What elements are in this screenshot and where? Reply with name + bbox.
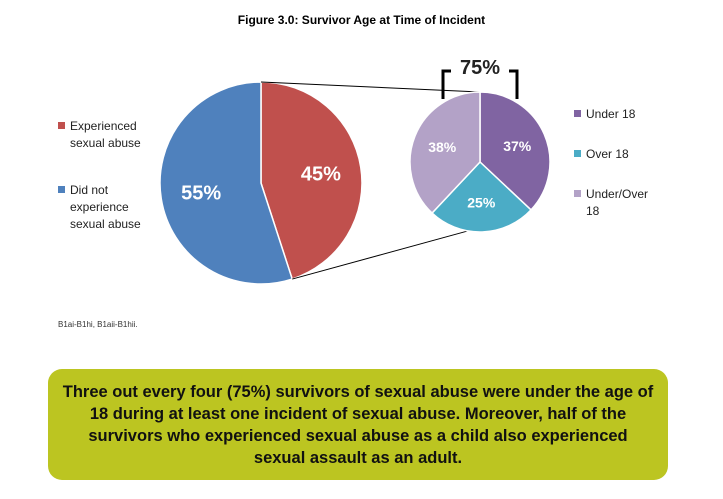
legend-label: Did not bbox=[70, 183, 109, 197]
sub-pie-value-label: 37% bbox=[503, 138, 532, 154]
main-pie-value-label: 45% bbox=[301, 164, 341, 186]
sub-pie-slice-over-18 bbox=[431, 160, 533, 233]
sub-pie-slice-under-18 bbox=[479, 91, 551, 211]
legend-item: Under 18 bbox=[574, 106, 648, 123]
legend-swatch bbox=[58, 122, 65, 129]
legend-label: Over 18 bbox=[586, 147, 629, 161]
legend-item: Experienced sexual abuse bbox=[58, 118, 141, 152]
chart-title: Figure 3.0: Survivor Age at Time of Inci… bbox=[237, 13, 486, 27]
legend-label: sexual abuse bbox=[70, 136, 141, 150]
bracket-line bbox=[441, 69, 519, 99]
main-pie-slice-experienced-sexual-abuse bbox=[260, 81, 363, 281]
pie-connector-line bbox=[292, 230, 468, 280]
legend-label: experience bbox=[70, 200, 129, 214]
main-pie-slice-did-not-experience-sexual-abuse bbox=[159, 81, 294, 285]
legend-item: Did not experience sexual abuse bbox=[58, 182, 141, 233]
source-note: B1ai-B1hi, B1aii-B1hii. bbox=[58, 320, 138, 329]
legend-sub-pie: Under 18 Over 18 Under/Over 18 bbox=[574, 106, 648, 220]
legend-swatch bbox=[58, 186, 65, 193]
legend-label: Under 18 bbox=[586, 107, 636, 121]
legend-item: Under/Over 18 bbox=[574, 186, 648, 220]
legend-swatch bbox=[574, 190, 581, 197]
legend-label: Under/Over bbox=[586, 187, 649, 201]
pie-chart-area: 45% 55% 37% 25% 38% 75% bbox=[159, 57, 551, 285]
sub-pie-value-label: 38% bbox=[428, 139, 457, 155]
main-pie: 45% 55% bbox=[159, 81, 363, 285]
main-pie-value-label: 55% bbox=[181, 182, 221, 204]
legend-label: Experienced bbox=[70, 119, 137, 133]
legend-item: Over 18 bbox=[574, 146, 648, 163]
sub-pie-slice-under-over-18 bbox=[409, 91, 481, 215]
sub-pie: 37% 25% 38% bbox=[409, 91, 551, 233]
legend-main-pie: Experienced sexual abuse Did not experience… bbox=[58, 118, 141, 233]
legend-swatch bbox=[574, 150, 581, 157]
summary-callout: Three out every four (75%) survivors of … bbox=[48, 369, 668, 480]
legend-label: sexual abuse bbox=[70, 217, 141, 231]
legend-swatch bbox=[574, 110, 581, 117]
sub-pie-value-label: 25% bbox=[467, 194, 496, 210]
bracket-annotation: 75% bbox=[441, 57, 519, 99]
summary-text: Three out every four (75%) survivors of … bbox=[62, 382, 654, 467]
legend-label: 18 bbox=[586, 204, 600, 218]
bracket-label: 75% bbox=[460, 57, 500, 79]
